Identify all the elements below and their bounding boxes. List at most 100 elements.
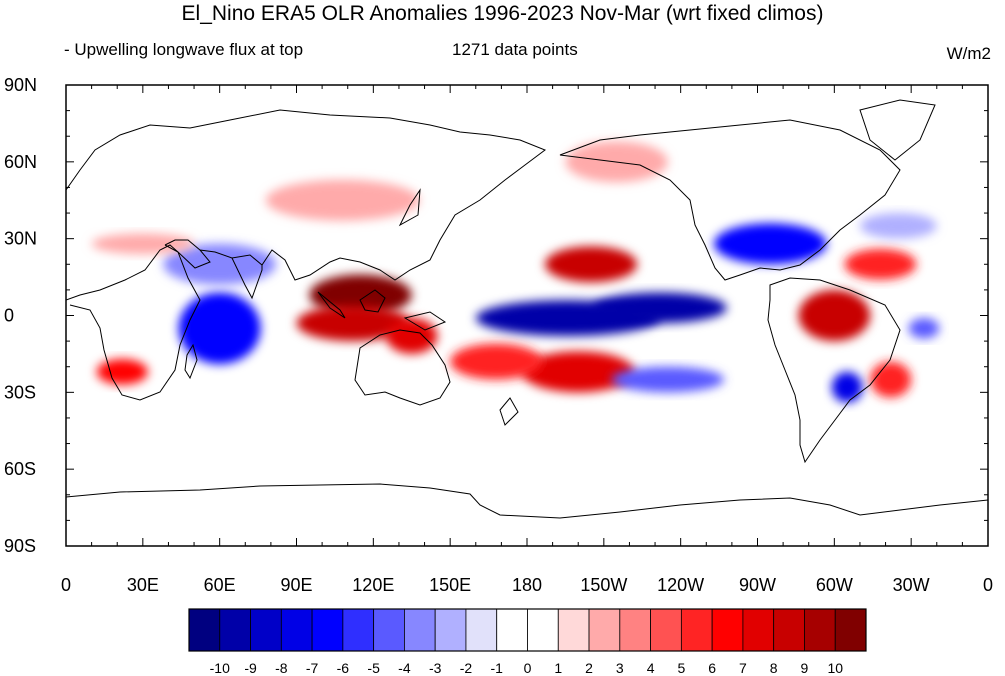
- coastline-eurasia: [66, 109, 547, 281]
- coastline-africa: [66, 244, 201, 401]
- colorbar-swatch: [465, 608, 498, 652]
- anomaly-region-21: [91, 233, 195, 255]
- colorbar-label: -6: [337, 660, 350, 676]
- colorbar-label: -4: [398, 660, 411, 676]
- variable-description: - Upwelling longwave flux at top: [64, 40, 304, 59]
- anomaly-region-14: [713, 223, 827, 265]
- lon-tick-label: 90E: [280, 575, 312, 595]
- colorbar-label: 9: [801, 660, 809, 676]
- colorbar-swatch: [219, 608, 251, 652]
- anomaly-region-11: [96, 359, 148, 385]
- colorbar-swatch: [250, 608, 282, 652]
- coastline-new-zealand: [499, 397, 519, 426]
- anomaly-region-15: [611, 366, 725, 393]
- anomaly-region-9: [844, 248, 917, 280]
- colorbar-label: 2: [585, 660, 593, 676]
- colorbar-swatch: [773, 608, 805, 652]
- colorbar-swatch: [650, 608, 682, 652]
- coastline-antarctica: [66, 483, 988, 519]
- colorbar-swatch: [434, 608, 467, 652]
- anomaly-region-3: [296, 305, 410, 342]
- anomaly-region-16: [831, 371, 863, 403]
- lon-tick-label: 150E: [429, 575, 471, 595]
- data-point-count: 1271 data points: [452, 40, 578, 59]
- lon-tick-label: 120W: [657, 575, 704, 595]
- anomaly-region-5: [544, 246, 638, 283]
- lat-tick-label: 0: [4, 306, 14, 326]
- anomaly-field: [91, 141, 940, 403]
- colorbar-swatch: [742, 608, 775, 652]
- colorbar: -10 -9 -8 -7 -6 -5 -4 -3 -2 -1 0 1 2 3 4 5 6 7 8 9 10: [188, 608, 867, 676]
- coastline-greenland: [859, 99, 936, 161]
- colorbar-label: -2: [460, 660, 473, 676]
- lat-tick-label: 90S: [4, 536, 36, 556]
- coastline-south-america: [767, 277, 901, 464]
- lat-tick-label: 90N: [4, 75, 37, 95]
- colorbar-swatch: [280, 608, 313, 652]
- figure-title: El_Nino ERA5 OLR Anomalies 1996-2023 Nov…: [181, 2, 824, 25]
- coastline-india: [231, 257, 263, 300]
- colorbar-swatch: [373, 608, 405, 652]
- colorbar-label: -5: [367, 660, 380, 676]
- colorbar-label: -10: [210, 660, 230, 676]
- colorbar-swatch: [404, 608, 436, 652]
- coastline-new-guinea: [403, 311, 447, 331]
- anomaly-region-7: [450, 343, 543, 380]
- anomaly-region-6: [521, 351, 635, 393]
- lon-tick-label: 0: [61, 575, 71, 595]
- colorbar-swatch: [588, 608, 621, 652]
- coastline-madagascar: [184, 343, 198, 380]
- anomaly-region-4: [386, 318, 438, 354]
- colorbar-label: -8: [275, 660, 288, 676]
- lat-tick-label: 30N: [4, 229, 37, 249]
- lon-tick-label: 60E: [204, 575, 236, 595]
- anomaly-region-13: [163, 243, 277, 285]
- colorbar-label: 4: [647, 660, 655, 676]
- colorbar-swatch: [496, 608, 528, 652]
- lat-tick-label: 30S: [4, 382, 36, 402]
- latitude-axis: 90N 60N 30N 0 30S 60S 90S: [4, 75, 988, 556]
- colorbar-label: 1: [554, 660, 562, 676]
- colorbar-swatch: [557, 608, 590, 652]
- lon-tick-label: 90W: [739, 575, 776, 595]
- lon-tick-label: 120E: [352, 575, 394, 595]
- coastlines: [66, 99, 988, 519]
- colorbar-swatch: [619, 608, 651, 652]
- lon-tick-label: 30W: [893, 575, 930, 595]
- colorbar-label: -7: [306, 660, 319, 676]
- colorbar-label: 5: [677, 660, 685, 676]
- coastline-sumatra: [317, 291, 346, 319]
- colorbar-label: 6: [708, 660, 716, 676]
- lon-tick-label: 60W: [816, 575, 853, 595]
- anomaly-region-1: [593, 292, 727, 324]
- anomaly-region-12: [178, 292, 261, 365]
- colorbar-label: 0: [524, 660, 532, 676]
- colorbar-label: 10: [827, 660, 843, 676]
- colorbar-swatch: [311, 608, 344, 652]
- lon-tick-label: 30E: [127, 575, 159, 595]
- coastline-north-america: [559, 119, 901, 281]
- colorbar-swatch: [342, 608, 375, 652]
- colorbar-label: -9: [244, 660, 257, 676]
- colorbar-swatch: [834, 608, 867, 652]
- colorbar-swatch: [680, 608, 713, 652]
- anomaly-region-17: [908, 318, 940, 339]
- colorbar-swatch: [527, 608, 559, 652]
- colorbar-label: -3: [429, 660, 442, 676]
- colorbar-swatch: [711, 608, 744, 652]
- colorbar-label: -1: [491, 660, 504, 676]
- colorbar-swatch: [804, 608, 836, 652]
- lon-tick-label: 0: [983, 575, 993, 595]
- colorbar-outline: [188, 608, 867, 652]
- colorbar-label: 7: [739, 660, 747, 676]
- lon-tick-label: 150W: [580, 575, 627, 595]
- coastline-japan: [398, 188, 421, 227]
- coastline-australia: [354, 329, 451, 406]
- lat-tick-label: 60S: [4, 459, 36, 479]
- coastline-arabia: [164, 244, 211, 269]
- anomaly-region-8: [798, 289, 871, 342]
- colorbar-label: 8: [770, 660, 778, 676]
- anomaly-region-10: [870, 361, 912, 398]
- units-label: W/m2: [946, 44, 991, 63]
